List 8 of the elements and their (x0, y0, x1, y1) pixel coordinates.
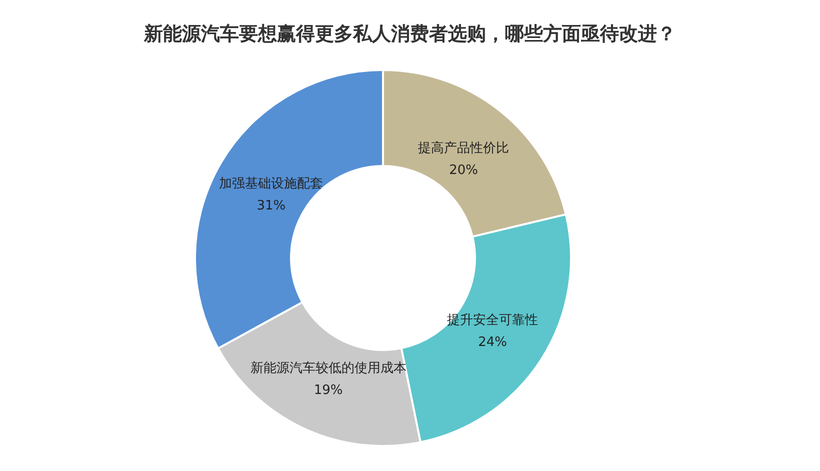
chart-title: 新能源汽车要想赢得更多私人消费者选购，哪些方面亟待改进？ (143, 23, 676, 45)
data-label: 20% (449, 162, 478, 178)
data-label: 24% (478, 334, 508, 350)
slice-label: 提高产品性价比 (418, 140, 510, 156)
slice-label: 新能源汽车较低的使用成本 (250, 360, 406, 376)
data-label: 19% (314, 382, 343, 398)
slice-label: 加强基础设施配套 (219, 176, 324, 192)
data-label: 31% (256, 198, 286, 214)
